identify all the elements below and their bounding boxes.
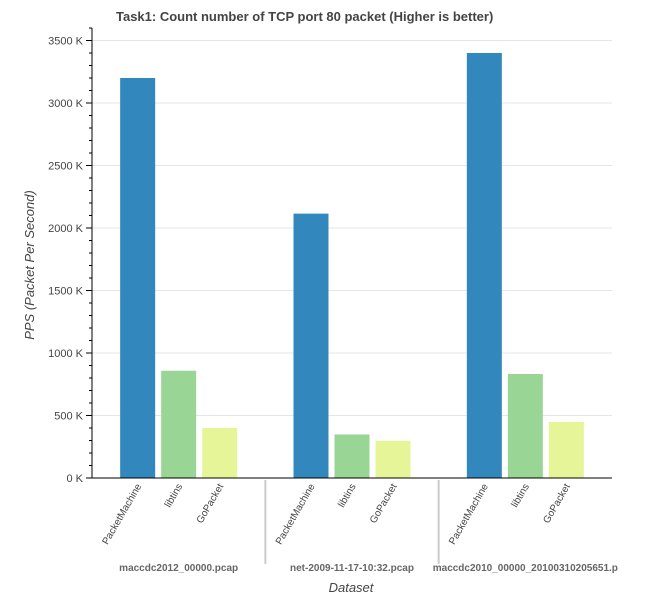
group-label: net-2009-11-17-10:32.pcap	[290, 563, 414, 574]
bar-libtins-1	[161, 370, 197, 478]
bar-gopacket-1	[202, 428, 238, 478]
category-label-packetmachine: PacketMachine	[101, 482, 145, 547]
category-label-gopacket: GoPacket	[541, 482, 573, 526]
y-tick-label: 1000 K	[48, 348, 84, 360]
y-axis-ticks: 0 K 500 K 1000 K 1500 K 2000 K 2500 K 3000 K 35…	[48, 27, 92, 485]
group-labels: maccdc2012_00000.pcap net-2009-11-17-10:3…	[119, 563, 618, 574]
category-label-gopacket: GoPacket	[195, 482, 227, 526]
y-tick-label: 500 K	[54, 411, 83, 423]
category-label-packetmachine: PacketMachine	[274, 482, 318, 547]
category-label-libtins: libtins	[336, 482, 358, 510]
y-tick-label: 1500 K	[48, 286, 84, 298]
bars	[120, 53, 584, 478]
gridlines	[92, 40, 612, 416]
category-label-libtins: libtins	[163, 482, 185, 510]
y-tick-label: 2000 K	[48, 223, 84, 235]
x-axis-title: Dataset	[329, 580, 375, 595]
category-label-packetmachine: PacketMachine	[447, 482, 491, 547]
group-separators	[264, 480, 440, 564]
bar-packetmachine-2	[293, 213, 329, 478]
chart-title: Task1: Count number of TCP port 80 packe…	[116, 9, 493, 24]
category-labels: PacketMachine libtins GoPacket PacketMachin…	[101, 482, 573, 547]
y-tick-label: 0 K	[66, 473, 83, 485]
y-tick-label: 3500 K	[48, 36, 84, 48]
y-axis-title: PPS (Packet Per Second)	[22, 190, 37, 340]
y-tick-label: 3000 K	[48, 98, 84, 110]
bar-libtins-3	[507, 374, 543, 478]
bar-packetmachine-3	[466, 53, 502, 478]
category-label-gopacket: GoPacket	[368, 482, 400, 526]
group-label: maccdc2012_00000.pcap	[119, 563, 238, 574]
bar-gopacket-3	[548, 422, 584, 478]
bar-packetmachine-1	[120, 78, 156, 478]
bar-libtins-2	[334, 434, 370, 478]
category-label-libtins: libtins	[510, 482, 532, 510]
bar-gopacket-2	[375, 440, 411, 478]
y-tick-label: 2500 K	[48, 161, 84, 173]
group-label: maccdc2010_00000_20100310205651.p	[433, 563, 618, 574]
